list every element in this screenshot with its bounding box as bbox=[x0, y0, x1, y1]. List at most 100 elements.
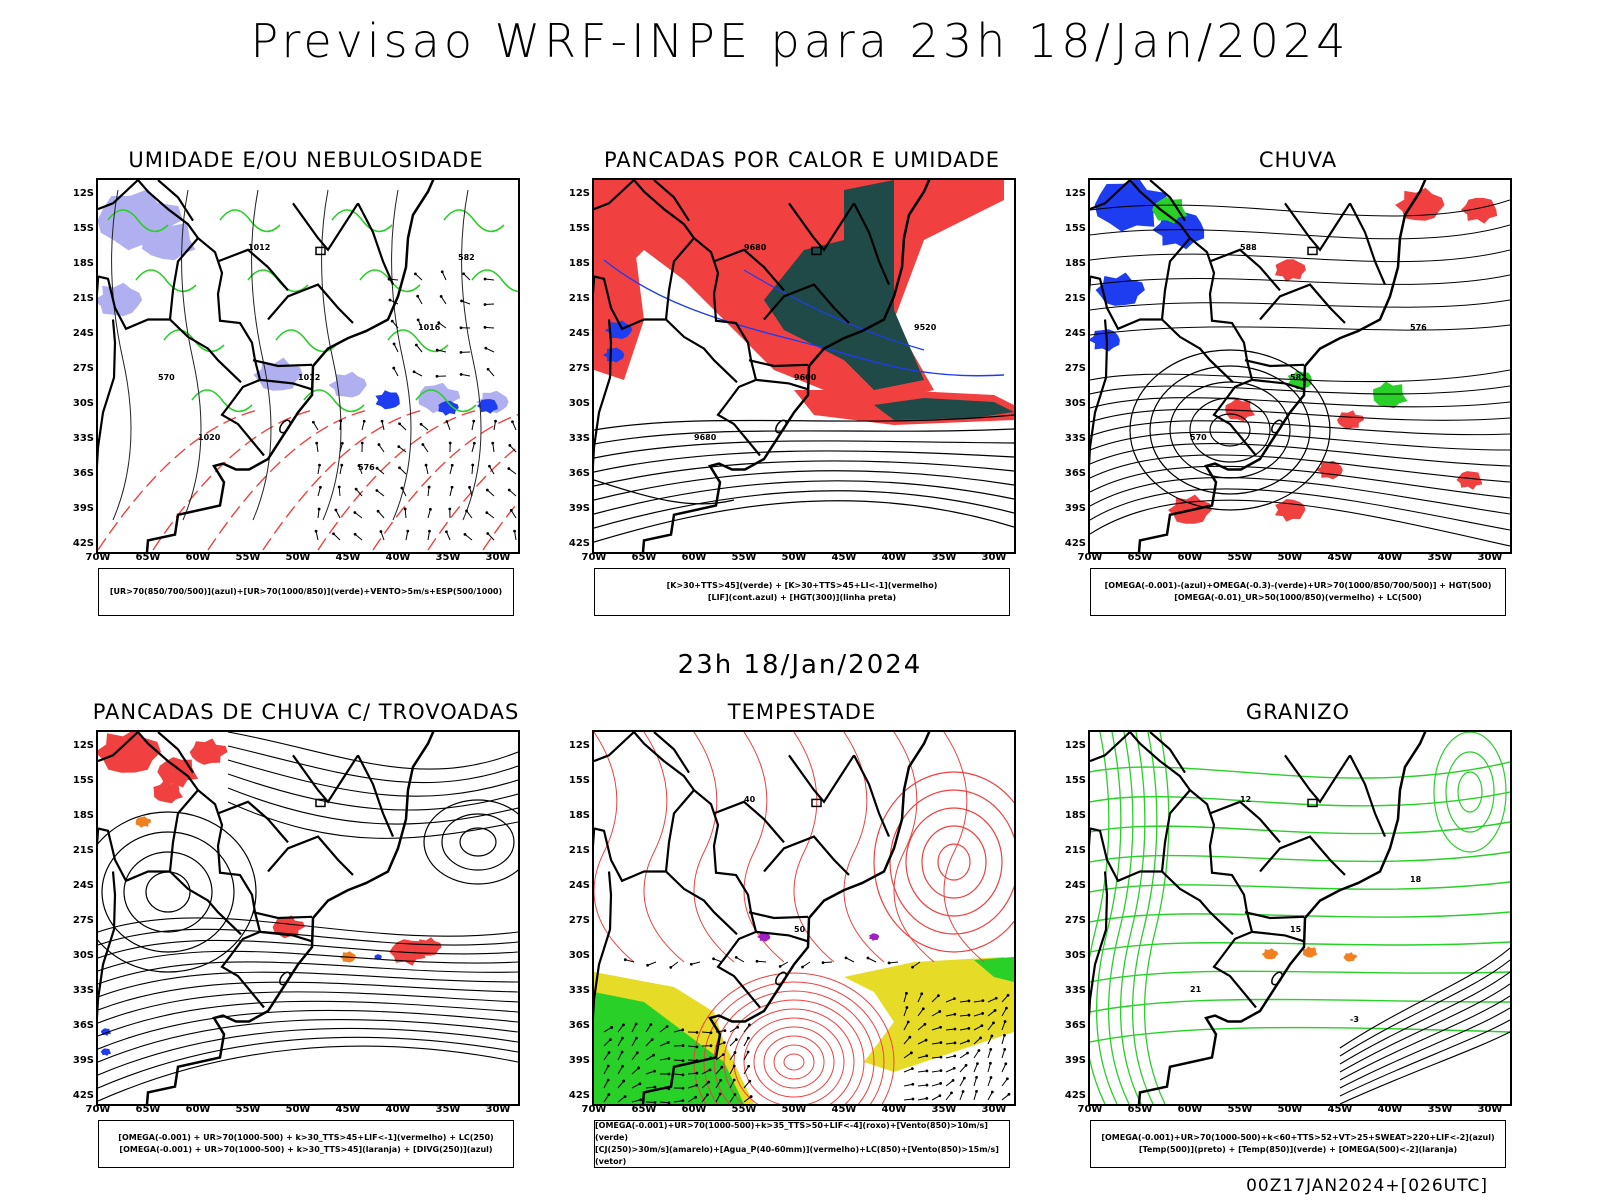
longitude-label: 45W bbox=[831, 1104, 857, 1115]
contour-label: 1012 bbox=[248, 243, 270, 252]
latitude-label: 33S bbox=[1064, 985, 1086, 996]
panel-legend: [OMEGA(-0.001)+UR>70(1000-500)+k>35_TTS>… bbox=[594, 1120, 1010, 1168]
latitude-label: 24S bbox=[568, 880, 590, 891]
latitude-label: 36S bbox=[1064, 468, 1086, 479]
longitude-label: 65W bbox=[1127, 1104, 1153, 1115]
latitude-label: 42S bbox=[1064, 1090, 1086, 1101]
run-timestamp: 00Z17JAN2024+[026UTC] bbox=[1246, 1176, 1488, 1196]
latitude-label: 42S bbox=[568, 538, 590, 549]
longitude-label: 30W bbox=[485, 1104, 511, 1115]
contour-label: 15 bbox=[1290, 925, 1302, 934]
longitude-label: 65W bbox=[135, 1104, 161, 1115]
contour-label: 40 bbox=[744, 795, 756, 804]
legend-line: [K>30+TTS>45](verde) + [K>30+TTS>45+LI<-… bbox=[666, 581, 938, 590]
latitude-label: 27S bbox=[568, 915, 590, 926]
longitude-label: 55W bbox=[731, 552, 757, 563]
latitude-label: 12S bbox=[72, 740, 94, 751]
longitude-label: 35W bbox=[931, 552, 957, 563]
latitude-label: 30S bbox=[1064, 950, 1086, 961]
latitude-label: 36S bbox=[568, 468, 590, 479]
map-canvas: 588 582 576 570 bbox=[1090, 180, 1510, 552]
latitude-label: 18S bbox=[1064, 810, 1086, 821]
longitude-label: 60W bbox=[681, 1104, 707, 1115]
longitude-label: 45W bbox=[831, 552, 857, 563]
latitude-label: 30S bbox=[72, 398, 94, 409]
longitude-label: 55W bbox=[235, 552, 261, 563]
latitude-label: 33S bbox=[568, 433, 590, 444]
contour-label: 588 bbox=[1240, 243, 1257, 252]
longitude-label: 40W bbox=[385, 552, 411, 563]
latitude-label: 21S bbox=[72, 293, 94, 304]
longitude-label: 35W bbox=[1427, 552, 1453, 563]
latitude-label: 33S bbox=[72, 433, 94, 444]
latitude-label: 27S bbox=[1064, 915, 1086, 926]
panel-title: GRANIZO bbox=[1245, 700, 1351, 724]
latitude-label: 33S bbox=[1064, 433, 1086, 444]
latitude-label: 15S bbox=[72, 223, 94, 234]
longitude-label: 55W bbox=[235, 1104, 261, 1115]
latitude-label: 42S bbox=[568, 1090, 590, 1101]
contour-label: 576 bbox=[1410, 323, 1427, 332]
contour-label: 50 bbox=[794, 925, 806, 934]
latitude-label: 42S bbox=[72, 1090, 94, 1101]
map-canvas bbox=[98, 732, 518, 1104]
weather-map: 12 15 18 21 -3 bbox=[1088, 730, 1512, 1106]
latitude-label: 12S bbox=[1064, 188, 1086, 199]
latitude-label: 27S bbox=[568, 363, 590, 374]
contour-label: 12 bbox=[1240, 795, 1251, 804]
latitude-label: 12S bbox=[568, 740, 590, 751]
weather-map: 1012 1012 1016 1020 576 582 570 bbox=[96, 178, 520, 554]
longitude-label: 60W bbox=[185, 1104, 211, 1115]
panel-legend: [OMEGA(-0.001) + UR>70(1000-500) + k>30_… bbox=[98, 1120, 514, 1168]
longitude-label: 30W bbox=[485, 552, 511, 563]
weather-map: 9680 9600 9520 9680 bbox=[592, 178, 1016, 554]
panel-legend: [OMEGA(-0.001)-(azul)+OMEGA(-0.3)-(verde… bbox=[1090, 568, 1506, 616]
contour-label: -3 bbox=[1350, 1015, 1359, 1024]
longitude-label: 70W bbox=[581, 552, 607, 563]
latitude-label: 30S bbox=[72, 950, 94, 961]
latitude-label: 39S bbox=[568, 1055, 590, 1066]
longitude-label: 35W bbox=[931, 1104, 957, 1115]
latitude-label: 39S bbox=[1064, 503, 1086, 514]
latitude-label: 39S bbox=[72, 1055, 94, 1066]
longitude-label: 65W bbox=[135, 552, 161, 563]
longitude-label: 60W bbox=[681, 552, 707, 563]
longitude-label: 55W bbox=[1227, 1104, 1253, 1115]
weather-map: 40 50 bbox=[592, 730, 1016, 1106]
contour-label: 576 bbox=[358, 463, 375, 472]
contour-label: 9520 bbox=[914, 323, 937, 332]
latitude-label: 15S bbox=[568, 775, 590, 786]
latitude-label: 21S bbox=[1064, 293, 1086, 304]
longitude-label: 40W bbox=[1377, 1104, 1403, 1115]
map-canvas: 9680 9600 9520 9680 bbox=[594, 180, 1014, 552]
forecast-time-label: 23h 18/Jan/2024 bbox=[677, 650, 923, 680]
longitude-label: 50W bbox=[285, 1104, 311, 1115]
latitude-label: 12S bbox=[568, 188, 590, 199]
panel-title: PANCADAS DE CHUVA C/ TROVOADAS bbox=[92, 700, 520, 724]
latitude-label: 21S bbox=[568, 845, 590, 856]
longitude-label: 60W bbox=[1177, 552, 1203, 563]
longitude-label: 30W bbox=[1477, 1104, 1503, 1115]
map-canvas: 12 15 18 21 -3 bbox=[1090, 732, 1510, 1104]
contour-label: 570 bbox=[158, 373, 175, 382]
contour-label: 1020 bbox=[198, 433, 221, 442]
latitude-label: 42S bbox=[72, 538, 94, 549]
longitude-label: 70W bbox=[85, 1104, 111, 1115]
longitude-label: 35W bbox=[435, 552, 461, 563]
longitude-label: 50W bbox=[1277, 552, 1303, 563]
longitude-label: 50W bbox=[781, 552, 807, 563]
panel-title: TEMPESTADE bbox=[727, 700, 877, 724]
longitude-label: 45W bbox=[1327, 1104, 1353, 1115]
latitude-label: 30S bbox=[568, 398, 590, 409]
latitude-label: 18S bbox=[72, 258, 94, 269]
panel-legend: [OMEGA(-0.001)+UR>70(1000-500)+k<60+TTS>… bbox=[1090, 1120, 1506, 1168]
longitude-label: 35W bbox=[1427, 1104, 1453, 1115]
latitude-label: 24S bbox=[568, 328, 590, 339]
panel-legend: [K>30+TTS>45](verde) + [K>30+TTS>45+LI<-… bbox=[594, 568, 1010, 616]
latitude-label: 18S bbox=[72, 810, 94, 821]
latitude-label: 18S bbox=[568, 810, 590, 821]
latitude-label: 27S bbox=[1064, 363, 1086, 374]
longitude-label: 65W bbox=[631, 1104, 657, 1115]
latitude-label: 21S bbox=[1064, 845, 1086, 856]
longitude-label: 65W bbox=[631, 552, 657, 563]
